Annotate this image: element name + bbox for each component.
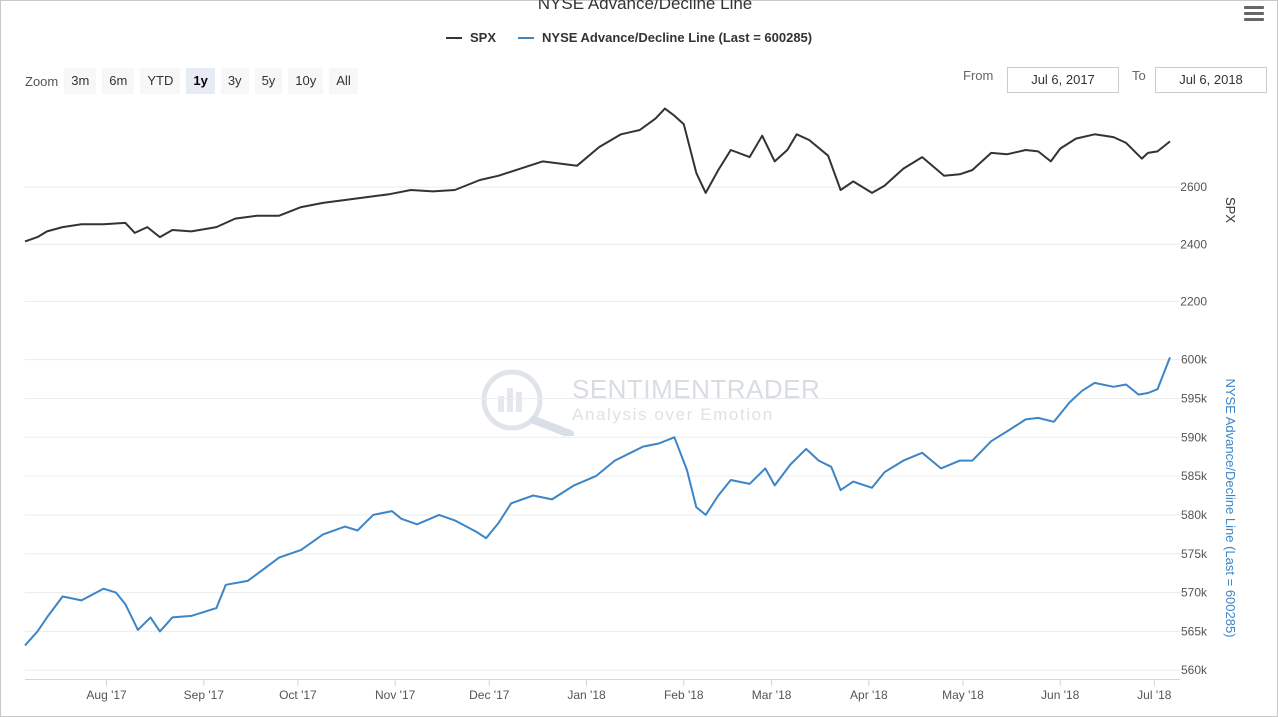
menu-bar bbox=[1244, 6, 1264, 9]
x-tick-label: Sep '17 bbox=[184, 688, 225, 702]
x-tick-label: Nov '17 bbox=[375, 688, 416, 702]
x-tick-label: Apr '18 bbox=[850, 688, 888, 702]
y-tick-label: 600k bbox=[1181, 353, 1208, 367]
series-line-spx bbox=[24, 107, 1171, 243]
range-from-input[interactable]: Jul 6, 2017 bbox=[1007, 67, 1119, 93]
legend-swatch-spx bbox=[446, 36, 462, 39]
watermark-logo-icon bbox=[481, 369, 574, 436]
chart-title: NYSE Advance/Decline Line bbox=[537, 0, 753, 13]
zoom-button-ytd[interactable]: YTD bbox=[140, 68, 181, 94]
series-line-ad-line bbox=[24, 357, 1171, 647]
x-tick-label: Oct '17 bbox=[279, 688, 317, 702]
range-from-label: From bbox=[963, 68, 994, 83]
y-tick-label: 565k bbox=[1181, 624, 1208, 638]
y-axis-title: NYSE Advance/Decline Line (Last = 600285… bbox=[1223, 378, 1238, 637]
watermark-brand: SENTIMENTRADER bbox=[572, 374, 821, 404]
watermark-tagline: Analysis over Emotion bbox=[572, 405, 774, 424]
range-to-input[interactable]: Jul 6, 2018 bbox=[1155, 67, 1267, 93]
x-tick-label: Mar '18 bbox=[752, 688, 792, 702]
hamburger-menu-icon[interactable] bbox=[1244, 6, 1264, 22]
y-tick-label: 580k bbox=[1181, 508, 1208, 522]
zoom-button-6m[interactable]: 6m bbox=[102, 68, 135, 94]
y-tick-label: 575k bbox=[1181, 547, 1208, 561]
x-tick-label: Dec '17 bbox=[469, 688, 510, 702]
chart-legend: SPX NYSE Advance/Decline Line (Last = 60… bbox=[446, 30, 834, 45]
y-tick-label: 2600 bbox=[1180, 180, 1207, 194]
y-tick-label: 2200 bbox=[1180, 294, 1207, 308]
x-tick-label: Aug '17 bbox=[86, 688, 127, 702]
zoom-button-3m[interactable]: 3m bbox=[64, 68, 97, 94]
y-tick-label: 590k bbox=[1181, 430, 1208, 444]
y-tick-label: 2400 bbox=[1180, 237, 1207, 251]
y-tick-label: 585k bbox=[1181, 469, 1208, 483]
y-tick-label: 595k bbox=[1181, 391, 1208, 405]
legend-item-spx[interactable]: SPX bbox=[446, 30, 496, 45]
menu-bar bbox=[1244, 18, 1264, 21]
zoom-selector: Zoom 3m 6m YTD 1y 3y 5y 10y All bbox=[25, 68, 364, 94]
x-tick-label: Jan '18 bbox=[567, 688, 606, 702]
x-tick-label: Feb '18 bbox=[664, 688, 704, 702]
x-tick-label: Jul '18 bbox=[1137, 688, 1172, 702]
x-tick-label: May '18 bbox=[942, 688, 984, 702]
range-to-label: To bbox=[1132, 68, 1146, 83]
menu-bar bbox=[1244, 12, 1264, 15]
zoom-button-1y[interactable]: 1y bbox=[186, 68, 215, 94]
y-tick-label: 560k bbox=[1181, 663, 1208, 677]
legend-label-ad-line: NYSE Advance/Decline Line (Last = 600285… bbox=[542, 30, 813, 45]
zoom-button-all[interactable]: All bbox=[329, 68, 358, 94]
zoom-button-3y[interactable]: 3y bbox=[220, 68, 249, 94]
y-axis-title: SPX bbox=[1223, 197, 1238, 223]
legend-label-spx: SPX bbox=[470, 30, 497, 45]
legend-swatch-ad-line bbox=[518, 36, 535, 39]
zoom-label: Zoom bbox=[25, 73, 59, 89]
y-tick-label: 570k bbox=[1181, 586, 1208, 600]
x-tick-label: Jun '18 bbox=[1041, 688, 1080, 702]
zoom-button-5y[interactable]: 5y bbox=[254, 68, 283, 94]
legend-item-ad-line[interactable]: NYSE Advance/Decline Line (Last = 600285… bbox=[518, 30, 812, 45]
zoom-button-10y[interactable]: 10y bbox=[288, 68, 324, 94]
